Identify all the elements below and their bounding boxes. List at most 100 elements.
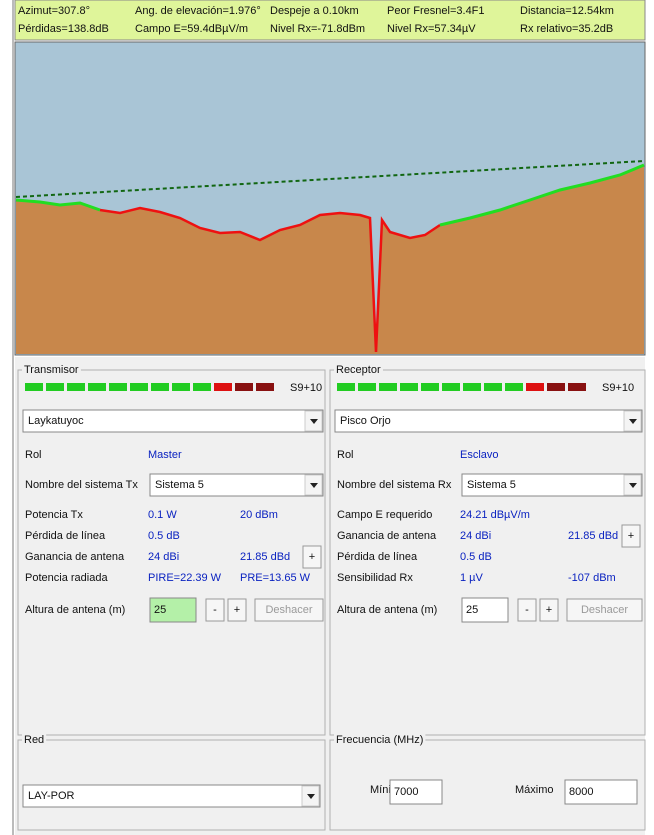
combo-arrow [629, 483, 637, 488]
field-value: Esclavo [460, 449, 499, 461]
meter-block [130, 383, 148, 391]
terrain [16, 165, 644, 354]
combo-text: Sistema 5 [467, 479, 516, 491]
input-text: 8000 [569, 786, 593, 798]
button-label: Deshacer [265, 604, 312, 616]
group-title: Frecuencia (MHz) [336, 734, 423, 746]
meter-block [235, 383, 253, 391]
meter-block [193, 383, 211, 391]
info-text: Peor Fresnel=3.4F1 [387, 5, 485, 17]
height-input[interactable] [149, 597, 197, 623]
field-value: 24 dBi [148, 551, 179, 563]
group-title: Red [24, 734, 44, 746]
meter-block [442, 383, 460, 391]
input-text: 25 [154, 604, 166, 616]
terrain-clear [15, 198, 101, 212]
group-title-bg [22, 733, 47, 746]
meter-block [337, 383, 355, 391]
info-bar [14, 0, 646, 41]
meter-block [25, 383, 43, 391]
button-label: Deshacer [581, 604, 628, 616]
combo-text: Sistema 5 [155, 479, 204, 491]
button[interactable] [227, 598, 247, 622]
button[interactable] [539, 598, 559, 622]
meter-level: S9+10 [602, 382, 634, 394]
freq-input[interactable] [389, 779, 443, 805]
field-label: Altura de antena (m) [25, 604, 125, 616]
button[interactable] [621, 524, 641, 548]
field-label: Máximo [515, 784, 554, 796]
button[interactable] [566, 598, 643, 622]
field-value: 21.85 dBd [568, 530, 618, 542]
button-label: + [628, 530, 634, 542]
field-value: 0.1 W [148, 509, 177, 521]
meter-block [463, 383, 481, 391]
field-label: Sensibilidad Rx [337, 572, 413, 584]
field-value: 20 dBm [240, 509, 278, 521]
button-label: - [213, 604, 217, 616]
freq-input[interactable] [564, 779, 638, 805]
field-value: 1 µV [460, 572, 484, 584]
combo-text: Pisco Orjo [340, 415, 391, 427]
group-title-bg [334, 733, 426, 746]
field-label: Ganancia de antena [337, 530, 437, 542]
info-text: Campo E=59.4dBµV/m [135, 23, 248, 35]
field-value: 21.85 dBd [240, 551, 290, 563]
button-label: + [309, 551, 315, 563]
meter-block [256, 383, 274, 391]
button-label: - [525, 604, 529, 616]
combo-box[interactable] [22, 409, 324, 433]
button[interactable] [517, 598, 537, 622]
height-input[interactable] [461, 597, 509, 623]
meter-block [526, 383, 544, 391]
field-label: Rol [337, 449, 354, 461]
info-text: Rx relativo=35.2dB [520, 23, 613, 35]
combo-box[interactable] [334, 409, 643, 433]
input-text: 25 [466, 604, 478, 616]
meter-block [484, 383, 502, 391]
group-title: Transmisor [24, 364, 79, 376]
meter-level: S9+10 [290, 382, 322, 394]
combo-box[interactable] [22, 784, 321, 808]
combo-arrow [307, 794, 315, 799]
meter-block [109, 383, 127, 391]
combo-arrow [310, 419, 318, 424]
combo-box[interactable] [149, 473, 324, 497]
combo-text: Laykatuyoc [28, 415, 84, 427]
combo-arrow [310, 483, 318, 488]
field-label: Pérdida de línea [337, 551, 418, 563]
meter-block [151, 383, 169, 391]
field-value: 24 dBi [460, 530, 491, 542]
button[interactable] [254, 598, 324, 622]
combo-box[interactable] [461, 473, 643, 497]
button[interactable] [302, 545, 322, 569]
info-text: Nivel Rx=57.34µV [387, 23, 476, 35]
meter-block [172, 383, 190, 391]
meter-block [421, 383, 439, 391]
meter-block [568, 383, 586, 391]
field-label: Altura de antena (m) [337, 604, 437, 616]
combo-text: LAY-POR [28, 790, 75, 802]
button-label: + [234, 604, 240, 616]
field-label: Rol [25, 449, 42, 461]
combo-arrow [629, 419, 637, 424]
info-text: Ang. de elevación=1.976° [135, 5, 261, 17]
meter-block [505, 383, 523, 391]
meter-block [67, 383, 85, 391]
field-label: Nombre del sistema Rx [337, 479, 452, 491]
field-value: 24.21 dBµV/m [460, 509, 530, 521]
group-title: Receptor [336, 364, 381, 376]
field-value: PRE=13.65 W [240, 572, 311, 584]
field-value: Master [148, 449, 182, 461]
field-label: Potencia radiada [25, 572, 108, 584]
button[interactable] [205, 598, 225, 622]
meter-block [214, 383, 232, 391]
field-label: Ganancia de antena [25, 551, 125, 563]
info-text: Despeje a 0.10km [270, 5, 359, 17]
group-box [329, 369, 646, 736]
meter-block [400, 383, 418, 391]
field-label: Campo E requerido [337, 509, 432, 521]
terrain-obstructed [99, 206, 441, 353]
group-box [17, 369, 326, 736]
meter-block [358, 383, 376, 391]
